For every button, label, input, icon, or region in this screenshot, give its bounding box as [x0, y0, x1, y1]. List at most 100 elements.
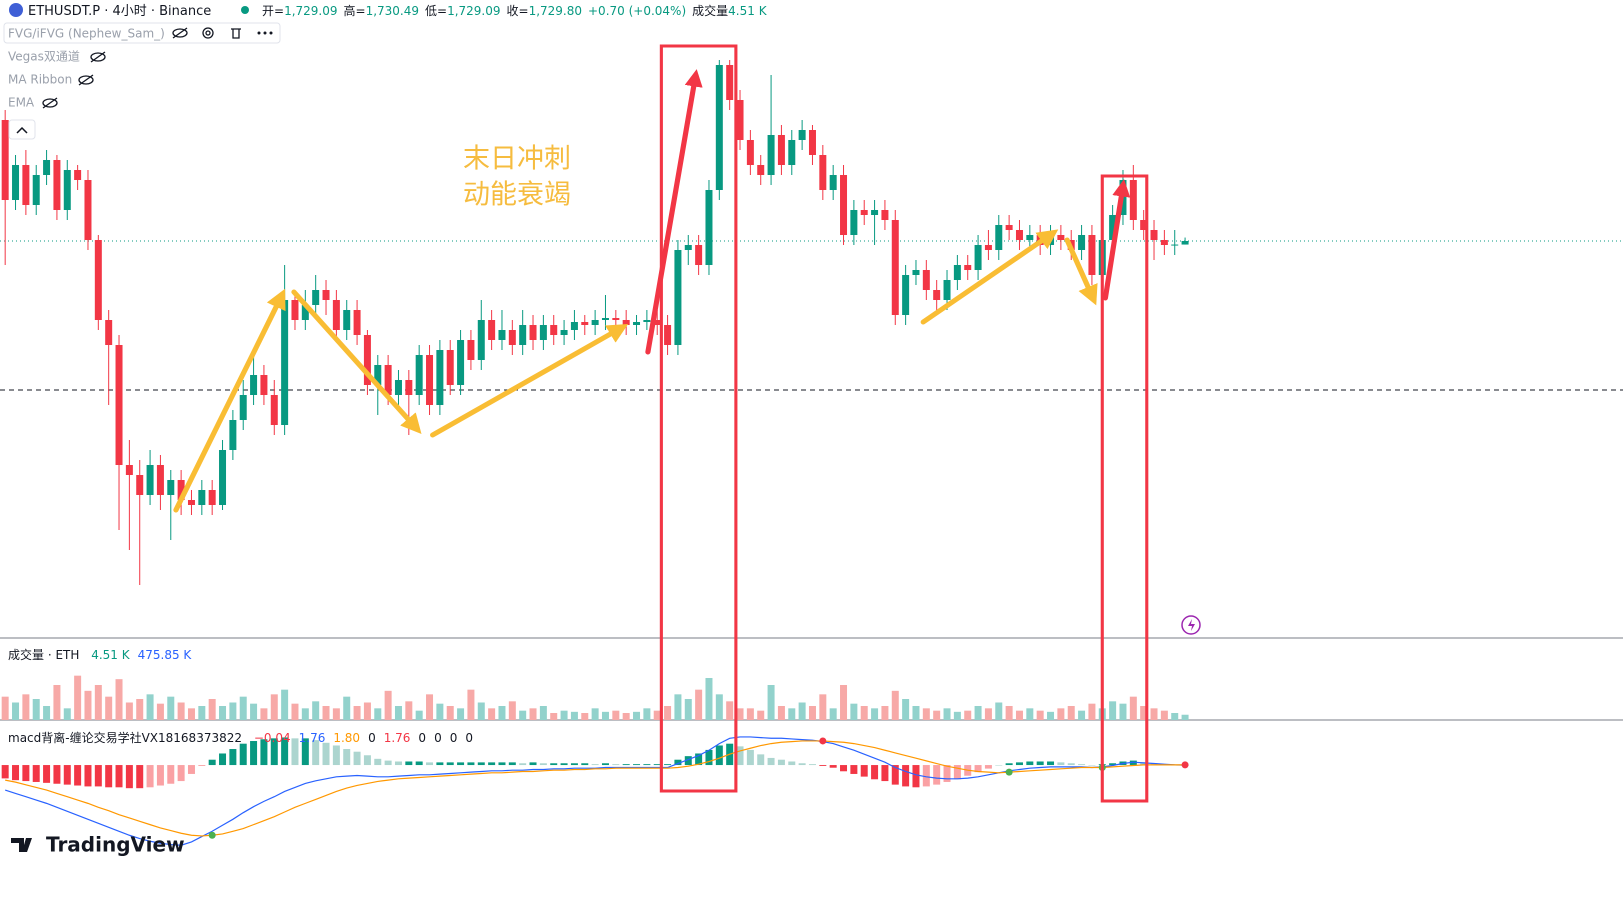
candle-body	[332, 300, 340, 330]
candle-body	[726, 65, 734, 100]
macd-histogram	[891, 765, 899, 785]
macd-histogram	[1, 765, 9, 779]
indicator-label[interactable]: EMA	[8, 96, 35, 110]
volume-bar	[757, 710, 765, 720]
indicator-label[interactable]: Vegas双通道	[8, 50, 80, 64]
candle-body	[488, 320, 496, 340]
volume-bar	[405, 701, 413, 720]
macd-histogram	[477, 762, 485, 766]
macd-histogram	[219, 753, 227, 766]
macd-legend-value: 0	[368, 731, 376, 745]
volume-bar	[363, 702, 371, 720]
volume-bar	[12, 702, 20, 720]
volume-bar	[871, 708, 879, 720]
logo: TradingView	[11, 833, 185, 857]
indicator-icons[interactable]	[42, 27, 241, 109]
candle-body	[871, 210, 879, 215]
volume-bar	[560, 710, 568, 720]
macd-histogram	[746, 749, 754, 766]
highlight-box	[659, 44, 738, 793]
macd-histogram	[167, 765, 175, 784]
macd-histogram	[467, 762, 475, 766]
cross-dot	[819, 737, 827, 745]
spike-arrows	[645, 69, 1131, 355]
volume-bar	[1047, 711, 1055, 720]
candle-body	[208, 490, 216, 505]
volume-bar	[964, 710, 972, 720]
volume-bar	[643, 708, 651, 720]
volume-bar	[633, 711, 641, 720]
indicator-label[interactable]: FVG/iFVG (Nephew_Sam_)	[8, 27, 165, 41]
volume-bar	[808, 706, 816, 720]
candle-body	[912, 270, 920, 275]
candle-body	[808, 130, 816, 155]
ohlc-line: 开=1,729.09 高=1,730.49 低=1,729.09 收=1,729.80…	[262, 3, 768, 18]
candle-body	[519, 325, 527, 345]
volume-bar	[974, 706, 982, 720]
macd-histogram	[270, 738, 278, 766]
candle-body	[415, 355, 423, 395]
candle-body	[156, 465, 164, 495]
candle-body	[22, 165, 30, 205]
collapse-icon	[16, 126, 28, 134]
volume-bar	[105, 696, 113, 720]
candle-body	[529, 325, 537, 340]
candle-body	[736, 100, 744, 140]
macd-histogram	[860, 765, 868, 777]
macd-histogram	[591, 764, 599, 766]
volume-bar	[1119, 703, 1127, 720]
candle-body	[239, 395, 247, 420]
ohlc-value: 1,729.80	[529, 4, 582, 18]
macd-histogram	[1057, 762, 1065, 766]
candle-body	[974, 245, 982, 270]
volume-bar	[353, 706, 361, 720]
symbol[interactable]: ETHUSDT.P · 4小时 · Binance	[28, 4, 211, 19]
volume-bar	[829, 708, 837, 720]
volume-bar	[984, 708, 992, 720]
candle-body	[922, 270, 930, 290]
macd-histogram	[426, 762, 434, 766]
candle-body	[374, 365, 382, 385]
volume-bar	[601, 711, 609, 720]
candle-body	[757, 165, 765, 175]
volume-bar	[902, 699, 910, 720]
candle-body	[32, 175, 40, 205]
candle-body	[219, 450, 227, 505]
price-pane	[0, 60, 1623, 585]
macd-histogram	[508, 762, 516, 766]
macd-histogram	[136, 765, 144, 789]
macd-histogram	[933, 765, 941, 785]
macd-histogram	[488, 762, 496, 766]
volume-bar	[270, 694, 278, 720]
macd-histogram	[187, 765, 195, 774]
macd-histogram	[664, 764, 672, 766]
candle-body	[881, 210, 889, 220]
candle-body	[312, 290, 320, 305]
candle-body	[612, 318, 620, 320]
volume-bar	[591, 708, 599, 720]
volume-bar	[860, 706, 868, 720]
macd-histogram	[43, 765, 51, 783]
macd-histogram	[788, 761, 796, 766]
macd-histogram	[353, 751, 361, 766]
volume-bar	[1067, 706, 1075, 720]
candle-body	[477, 320, 485, 360]
indicator-label[interactable]: MA Ribbon	[8, 73, 72, 87]
macd-histogram	[777, 759, 785, 766]
macd-histogram	[12, 765, 20, 781]
macd-histogram	[394, 761, 402, 766]
candle-body	[902, 275, 910, 315]
candle-body	[984, 245, 992, 250]
macd-histogram	[984, 765, 992, 769]
macd-legend-value: 0	[450, 731, 458, 745]
candle-body	[1150, 230, 1158, 240]
volume-bar	[219, 706, 227, 720]
macd-histogram	[156, 765, 164, 786]
more-icon[interactable]	[257, 31, 273, 35]
volume-bar	[788, 708, 796, 720]
volume-bar	[1036, 710, 1044, 720]
volume-bar	[777, 706, 785, 720]
collapse-button[interactable]	[8, 119, 36, 140]
volume-bar	[1129, 696, 1137, 720]
macd-histogram	[94, 765, 102, 787]
